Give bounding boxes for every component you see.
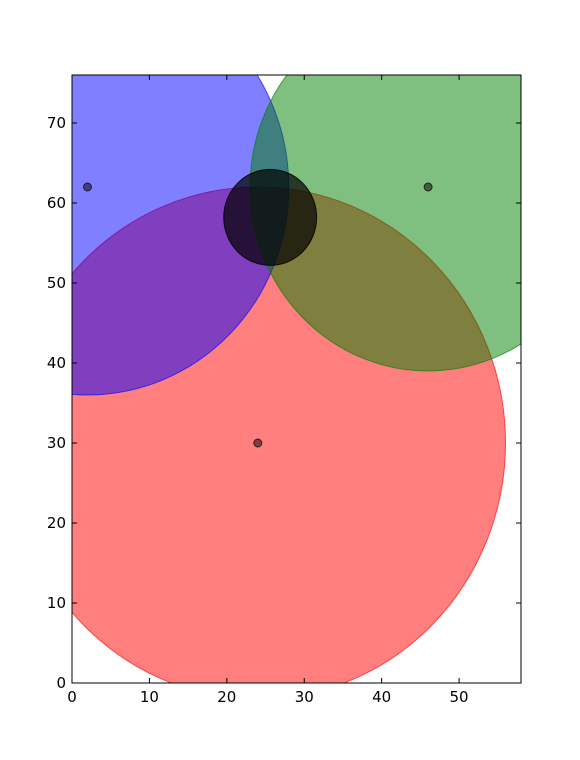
circle-4: [223, 168, 318, 266]
x-tick-label: 50: [450, 688, 469, 706]
x-tick-label: 20: [217, 688, 236, 706]
center-marker-1: [253, 438, 263, 448]
y-tick-label: 20: [47, 514, 66, 532]
circles-layer: [72, 75, 521, 683]
x-tick-label: 30: [295, 688, 314, 706]
y-tick-label: 30: [47, 434, 66, 452]
markers-layer: [82, 182, 433, 448]
y-tick-label: 0: [56, 674, 66, 692]
y-tick-label: 40: [47, 354, 66, 372]
y-tick-label: 10: [47, 594, 66, 612]
y-tick-label: 60: [47, 194, 66, 212]
x-tick-label: 40: [372, 688, 391, 706]
center-marker-2: [82, 182, 92, 192]
y-tick-label: 50: [47, 274, 66, 292]
ticks-layer: 0 10 20 30 40 50 0 10 20 30 40 50 60 70: [47, 75, 521, 706]
x-tick-label: 0: [67, 688, 77, 706]
y-tick-label: 70: [47, 114, 66, 132]
center-marker-3: [423, 182, 433, 192]
plot-frame: [71, 74, 522, 684]
x-tick-label: 10: [140, 688, 159, 706]
